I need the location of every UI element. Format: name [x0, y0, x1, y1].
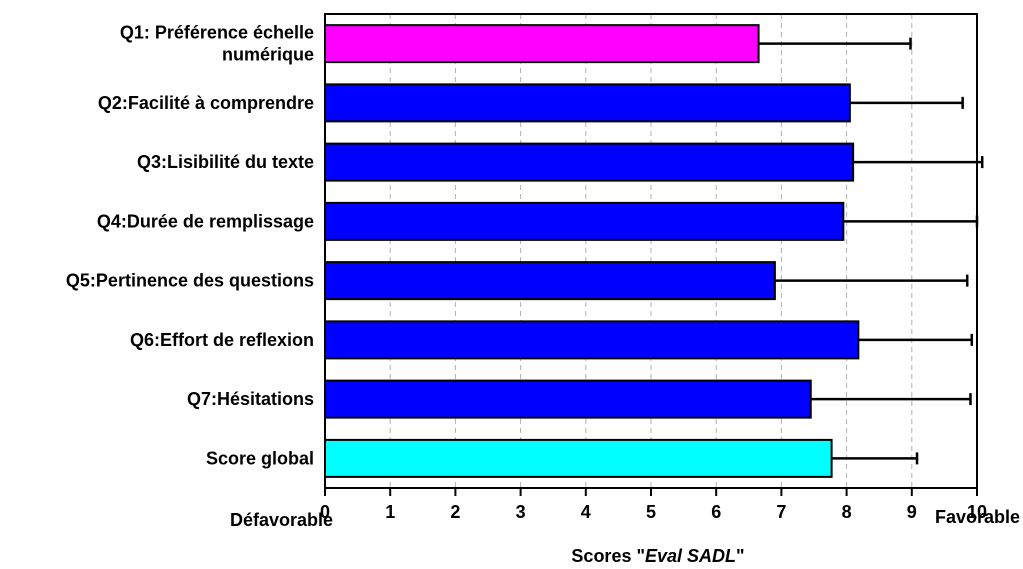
- tick-label-0: 0: [320, 502, 330, 522]
- right-end-label: Favorable: [935, 507, 1020, 527]
- x-axis-label: Scores "Eval SADL": [571, 546, 744, 566]
- bar-3: [324, 142, 855, 182]
- bar-5: [324, 261, 776, 301]
- bar-6: [324, 320, 860, 360]
- category-label-7: Q7:Hésitations: [187, 389, 314, 409]
- category-label-8-line-1: Score global: [206, 448, 314, 468]
- category-label-2: Q2:Facilité à comprendre: [98, 93, 314, 113]
- category-label-5: Q5:Pertinence des questions: [66, 271, 314, 291]
- x-ticks-group: 0 1 2 3 4 5 6 7 8 9 10: [320, 488, 987, 522]
- left-end-label: Défavorable: [230, 510, 333, 530]
- bar-8: [324, 438, 833, 478]
- category-label-4-line-1: Q4:Durée de remplissage: [97, 211, 314, 231]
- error-bars-group: [758, 37, 984, 465]
- category-label-6-line-1: Q6:Effort de reflexion: [130, 330, 314, 350]
- category-label-8: Score global: [206, 448, 314, 468]
- bar-4: [324, 201, 845, 241]
- tick-label-8: 8: [842, 502, 852, 522]
- category-label-1: Q1: Préférence échelle numérique: [120, 23, 314, 65]
- bar-1: [324, 24, 760, 64]
- bars-group: [324, 24, 860, 478]
- bar-7: [324, 379, 812, 419]
- category-label-3-line-1: Q3:Lisibilité du texte: [137, 152, 314, 172]
- category-labels-group: Q1: Préférence échelle numérique Q2:Facili…: [66, 23, 314, 469]
- category-label-5-line-1: Q5:Pertinence des questions: [66, 271, 314, 291]
- tick-label-1: 1: [385, 502, 395, 522]
- category-label-1-line-2: numérique: [222, 45, 314, 65]
- tick-label-7: 7: [776, 502, 786, 522]
- tick-label-9: 9: [907, 502, 917, 522]
- tick-label-3: 3: [516, 502, 526, 522]
- tick-label-6: 6: [711, 502, 721, 522]
- tick-label-5: 5: [646, 502, 656, 522]
- category-label-3: Q3:Lisibilité du texte: [137, 152, 314, 172]
- category-label-7-line-1: Q7:Hésitations: [187, 389, 314, 409]
- category-label-1-line-1: Q1: Préférence échelle: [120, 23, 314, 43]
- bar-2: [324, 83, 851, 123]
- category-label-2-line-1: Q2:Facilité à comprendre: [98, 93, 314, 113]
- category-label-6: Q6:Effort de reflexion: [130, 330, 314, 350]
- tick-label-2: 2: [450, 502, 460, 522]
- grid-lines: [389, 14, 913, 488]
- x-axis-label-suffix: ": [736, 546, 745, 566]
- category-label-4: Q4:Durée de remplissage: [97, 211, 314, 231]
- tick-label-4: 4: [581, 502, 591, 522]
- x-axis-label-italic: Eval SADL: [645, 546, 736, 566]
- x-axis-label-prefix: Scores ": [571, 546, 645, 566]
- tick-label-10: 10: [967, 502, 987, 522]
